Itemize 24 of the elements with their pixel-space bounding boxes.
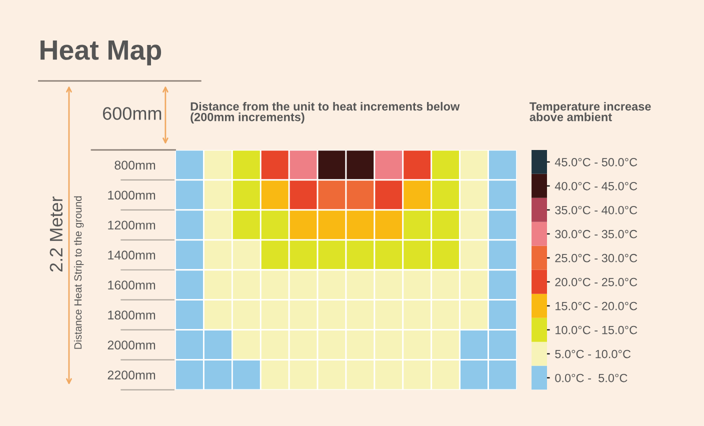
y-tick-label: 1800mm bbox=[108, 310, 156, 320]
color-bar-label: 20.0°C - 25.0°C bbox=[555, 278, 638, 286]
color-bar-label: 45.0°C - 50.0°C bbox=[554, 158, 638, 166]
color-bar-label: 40.0°C - 45.0°C bbox=[554, 182, 638, 190]
y-tick-label: 1400mm bbox=[108, 250, 156, 260]
y-tick-label: 800mm bbox=[114, 160, 156, 170]
color-bar-label: 35.0°C - 40.0°C bbox=[555, 206, 638, 214]
chart-title: Heat Map bbox=[40, 40, 162, 66]
color-bar-label: 0.0°C - 5.0°C bbox=[555, 374, 628, 382]
y-axis-title: Distance Heat Strip to the ground bbox=[74, 196, 84, 349]
y-tick-label: 1000mm bbox=[108, 190, 156, 200]
color-bar-label: 15.0°C - 20.0°C bbox=[556, 302, 638, 310]
color-bar-label: 30.0°C - 35.0°C bbox=[555, 230, 638, 238]
y-tick-label: 1200mm bbox=[108, 220, 156, 230]
y-tick-label: 1600mm bbox=[108, 280, 156, 290]
y-tick-label: 2200mm bbox=[108, 370, 156, 380]
y-tick-label: 2000mm bbox=[108, 340, 156, 350]
color-bar-label: 5.0°C - 10.0°C bbox=[555, 350, 631, 358]
color-bar-title: Temperature increase above ambient bbox=[530, 102, 651, 122]
color-bar-label: 25.0°C - 30.0°C bbox=[555, 254, 638, 262]
color-bar-label: 10.0°C - 15.0°C bbox=[556, 326, 638, 334]
text: 2.2 Meter bbox=[50, 196, 63, 272]
chart-subtitle: Distance from the unit to heat increments below (200mm increments) bbox=[190, 102, 460, 124]
text: 600mm bbox=[102, 107, 162, 120]
